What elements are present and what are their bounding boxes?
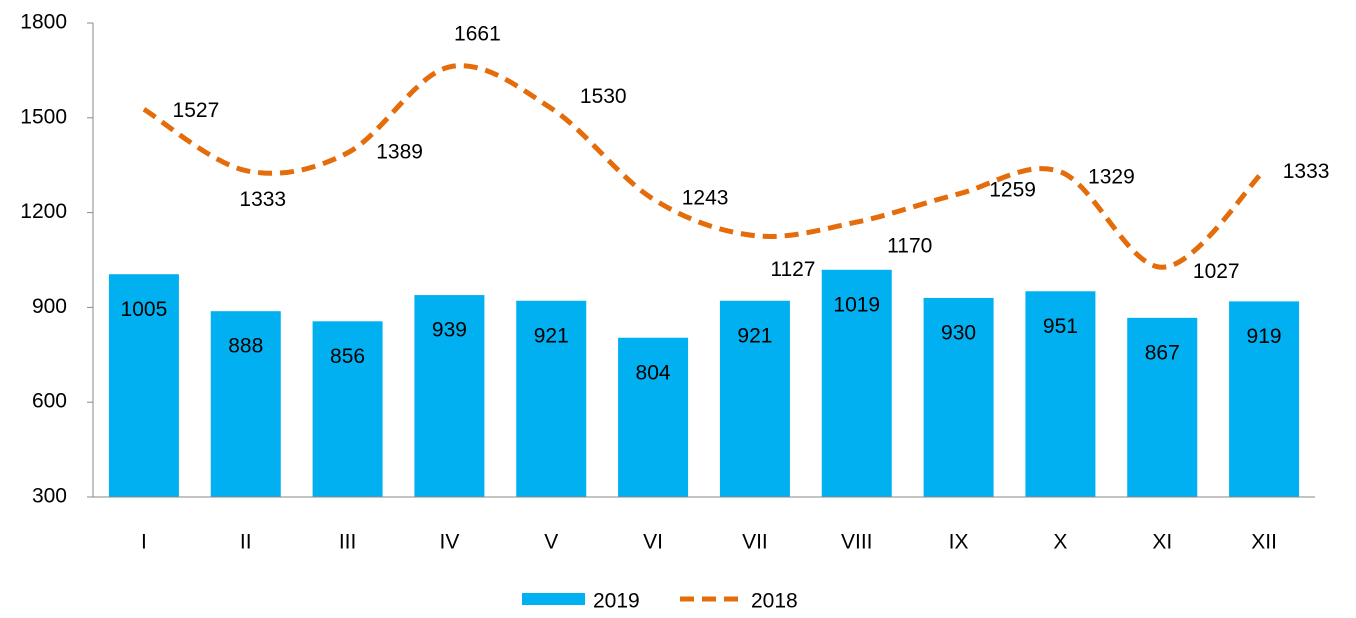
y-tick-label: 300 bbox=[32, 485, 67, 508]
bar-value-label: 921 bbox=[534, 324, 569, 347]
bar bbox=[414, 295, 485, 497]
line-value-label: 1127 bbox=[770, 258, 815, 281]
x-tick-label: X bbox=[1053, 531, 1067, 554]
bar bbox=[516, 300, 587, 497]
bar bbox=[312, 321, 383, 497]
line-value-label: 1243 bbox=[682, 187, 729, 210]
x-tick-label: II bbox=[240, 531, 252, 554]
y-tick-label: 1500 bbox=[20, 105, 67, 128]
line-value-label: 1530 bbox=[580, 85, 627, 108]
x-tick-label: XII bbox=[1251, 531, 1277, 554]
line-value-label: 1333 bbox=[1283, 160, 1330, 183]
bar bbox=[1229, 301, 1300, 497]
bar-value-label: 930 bbox=[941, 321, 976, 344]
bar bbox=[1025, 291, 1096, 497]
x-tick-label: VIII bbox=[841, 531, 873, 554]
line-value-label: 1661 bbox=[454, 22, 501, 45]
bar-value-label: 921 bbox=[737, 324, 772, 347]
bar-value-label: 856 bbox=[330, 345, 365, 368]
bar bbox=[923, 297, 994, 497]
legend-label: 2019 bbox=[593, 590, 640, 613]
x-tick-label: VII bbox=[742, 531, 768, 554]
line-value-label: 1259 bbox=[989, 179, 1036, 202]
bar bbox=[1127, 317, 1198, 497]
x-tick-label: XI bbox=[1152, 531, 1172, 554]
bar bbox=[719, 300, 790, 497]
line-value-label: 1027 bbox=[1193, 260, 1240, 283]
x-tick-label: V bbox=[544, 531, 558, 554]
line-value-label: 1333 bbox=[239, 188, 286, 211]
y-tick-label: 1800 bbox=[20, 11, 67, 34]
bar bbox=[821, 269, 892, 497]
y-tick-label: 900 bbox=[32, 295, 67, 318]
bar bbox=[108, 274, 179, 497]
line-value-label: 1527 bbox=[173, 99, 220, 122]
y-tick-label: 600 bbox=[32, 390, 67, 413]
y-tick-label: 1200 bbox=[20, 200, 67, 223]
x-tick-label: III bbox=[339, 531, 357, 554]
bar-value-label: 951 bbox=[1043, 315, 1078, 338]
bar-value-label: 867 bbox=[1145, 341, 1180, 364]
bar-value-label: 804 bbox=[636, 361, 671, 384]
x-tick-label: IX bbox=[949, 531, 969, 554]
bar-value-label: 888 bbox=[228, 335, 263, 358]
bar-value-label: 1019 bbox=[833, 293, 880, 316]
x-tick-label: IV bbox=[439, 531, 459, 554]
bar-value-label: 1005 bbox=[121, 298, 168, 321]
line-value-label: 1329 bbox=[1088, 165, 1135, 188]
x-tick-label: I bbox=[141, 531, 147, 554]
line-value-label: 1170 bbox=[887, 235, 932, 258]
bar bbox=[618, 337, 689, 497]
bar-value-label: 919 bbox=[1247, 325, 1282, 348]
legend-label: 2018 bbox=[751, 590, 798, 613]
x-tick-label: VI bbox=[643, 531, 663, 554]
line-series bbox=[142, 63, 1266, 270]
line-value-label: 1389 bbox=[376, 140, 423, 163]
bar bbox=[210, 311, 281, 497]
legend-swatch bbox=[522, 593, 585, 605]
bar-value-label: 939 bbox=[432, 319, 467, 342]
